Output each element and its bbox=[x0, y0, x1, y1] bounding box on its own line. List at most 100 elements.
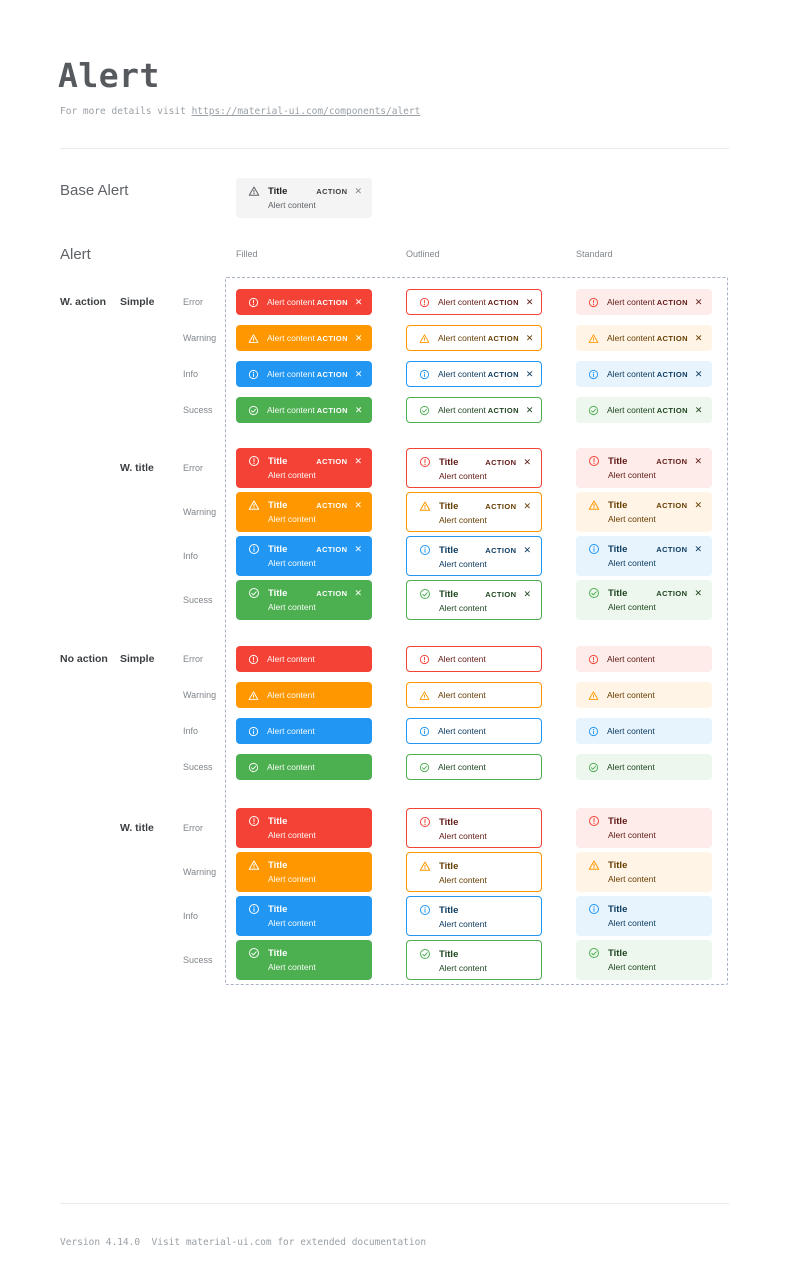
alert-title: Title bbox=[439, 860, 459, 872]
action-button[interactable]: ACTION bbox=[487, 333, 519, 343]
alert-content: Alert content bbox=[439, 471, 487, 481]
action-button[interactable]: ACTION bbox=[316, 500, 348, 510]
severity-label: Error bbox=[183, 653, 203, 664]
close-icon[interactable]: ✕ bbox=[694, 543, 702, 554]
action-button[interactable]: ACTION bbox=[656, 297, 688, 307]
action-button[interactable]: ACTION bbox=[485, 589, 517, 599]
alert-outlined-success-titled: Title Alert content bbox=[406, 940, 542, 980]
close-icon[interactable]: ✕ bbox=[525, 368, 534, 379]
alert-content: Alert content bbox=[439, 515, 487, 525]
alert-title: Title bbox=[439, 588, 459, 600]
alert-title-row: Title ACTION ✕ bbox=[588, 587, 702, 599]
action-button[interactable]: ACTION bbox=[316, 544, 348, 554]
alert-title: Title bbox=[608, 499, 628, 511]
alert-outlined-warning-titled-action: Title ACTION ✕ Alert content bbox=[406, 492, 542, 532]
close-icon[interactable]: ✕ bbox=[694, 332, 703, 343]
alert-title: Title bbox=[268, 947, 288, 959]
close-icon[interactable]: ✕ bbox=[354, 455, 362, 466]
alert-title-row: Title ACTION ✕ bbox=[248, 587, 362, 599]
close-icon[interactable]: ✕ bbox=[354, 543, 362, 554]
alert-content: Alert content bbox=[267, 369, 315, 379]
info-icon bbox=[588, 543, 600, 555]
alert-outlined-warning-titled: Title Alert content bbox=[406, 852, 542, 892]
alert-filled-success-titled: Title Alert content bbox=[236, 940, 372, 980]
action-button[interactable]: ACTION bbox=[656, 405, 688, 415]
action-button[interactable]: ACTION bbox=[656, 500, 688, 510]
action-button[interactable]: ACTION bbox=[316, 456, 348, 466]
alert-standard-success-titled-action: Title ACTION ✕ Alert content bbox=[576, 580, 712, 620]
action-button[interactable]: ACTION bbox=[656, 588, 688, 598]
alert-title: Title bbox=[268, 815, 288, 827]
action-button[interactable]: ACTION bbox=[487, 405, 519, 415]
alert-standard-info: Alert content bbox=[576, 718, 712, 744]
alert-content: Alert content bbox=[439, 919, 487, 929]
action-button[interactable]: ACTION bbox=[316, 369, 348, 379]
close-icon[interactable]: ✕ bbox=[523, 456, 531, 467]
action-button[interactable]: ACTION bbox=[487, 297, 519, 307]
alert-content: Alert content bbox=[438, 690, 486, 700]
alert-content: Alert content bbox=[438, 369, 486, 379]
docs-link[interactable]: https://material-ui.com/components/alert bbox=[191, 106, 421, 117]
close-icon[interactable]: ✕ bbox=[354, 587, 362, 598]
alert-title-row: Title ACTION ✕ bbox=[419, 456, 531, 468]
action-button[interactable]: ACTION bbox=[656, 544, 688, 554]
action-button[interactable]: ACTION bbox=[485, 501, 517, 511]
action-button[interactable]: ACTION bbox=[316, 333, 348, 343]
warning-icon bbox=[419, 333, 430, 344]
close-icon[interactable]: ✕ bbox=[525, 296, 534, 307]
action-button[interactable]: ACTION bbox=[485, 457, 517, 467]
warning-icon bbox=[588, 690, 599, 701]
close-icon[interactable]: ✕ bbox=[694, 368, 703, 379]
close-icon[interactable]: ✕ bbox=[525, 332, 534, 343]
alert-content: Alert content bbox=[608, 830, 656, 840]
close-icon[interactable]: ✕ bbox=[694, 404, 703, 415]
close-icon[interactable]: ✕ bbox=[354, 332, 363, 343]
close-icon[interactable]: ✕ bbox=[694, 296, 703, 307]
close-icon[interactable]: ✕ bbox=[354, 499, 362, 510]
severity-label: Warning bbox=[183, 689, 217, 700]
severity-label: Sucess bbox=[183, 761, 213, 772]
action-button[interactable]: ACTION bbox=[656, 369, 688, 379]
subtitle: For more details visit https://material-… bbox=[60, 106, 420, 117]
alert-title: Title bbox=[268, 587, 288, 599]
close-icon[interactable]: ✕ bbox=[694, 499, 702, 510]
close-icon[interactable]: ✕ bbox=[523, 500, 531, 511]
success-icon bbox=[248, 405, 259, 416]
close-icon[interactable]: ✕ bbox=[523, 544, 531, 555]
alert-content: Alert content bbox=[608, 470, 656, 480]
success-icon bbox=[248, 762, 259, 773]
success-icon bbox=[248, 587, 260, 599]
close-icon[interactable]: ✕ bbox=[354, 368, 363, 379]
action-button[interactable]: ACTION bbox=[316, 297, 348, 307]
error-icon bbox=[588, 654, 599, 665]
action-button[interactable]: ACTION bbox=[316, 588, 348, 598]
action-button[interactable]: ACTION bbox=[656, 456, 688, 466]
alert-content: Alert content bbox=[608, 514, 656, 524]
alert-filled-error-action: Alert content ACTION ✕ bbox=[236, 289, 372, 315]
alert-standard-success-action: Alert content ACTION ✕ bbox=[576, 397, 712, 423]
action-button[interactable]: ACTION bbox=[487, 369, 519, 379]
close-icon[interactable]: ✕ bbox=[694, 587, 702, 598]
close-icon[interactable]: ✕ bbox=[694, 455, 702, 466]
close-icon[interactable]: ✕ bbox=[523, 588, 531, 599]
alert-content: Alert content bbox=[268, 602, 316, 612]
error-icon bbox=[248, 455, 260, 467]
alert-title: Title bbox=[268, 455, 288, 467]
error-icon bbox=[419, 654, 430, 665]
close-icon[interactable]: ✕ bbox=[354, 404, 363, 415]
warning-icon bbox=[419, 500, 431, 512]
alert-content: Alert content bbox=[607, 297, 655, 307]
close-icon[interactable]: ✕ bbox=[354, 296, 363, 307]
action-button[interactable]: ACTION bbox=[656, 333, 688, 343]
alert-filled-warning-titled: Title Alert content bbox=[236, 852, 372, 892]
action-button[interactable]: ACTION bbox=[316, 186, 348, 196]
info-icon bbox=[248, 903, 260, 915]
alert-title: Title bbox=[608, 903, 628, 915]
warning-icon bbox=[588, 499, 600, 511]
close-icon[interactable]: ✕ bbox=[525, 404, 534, 415]
footer-divider bbox=[60, 1203, 729, 1204]
alert-content: Alert content bbox=[439, 875, 487, 885]
action-button[interactable]: ACTION bbox=[316, 405, 348, 415]
action-button[interactable]: ACTION bbox=[485, 545, 517, 555]
close-icon[interactable]: ✕ bbox=[354, 185, 362, 196]
